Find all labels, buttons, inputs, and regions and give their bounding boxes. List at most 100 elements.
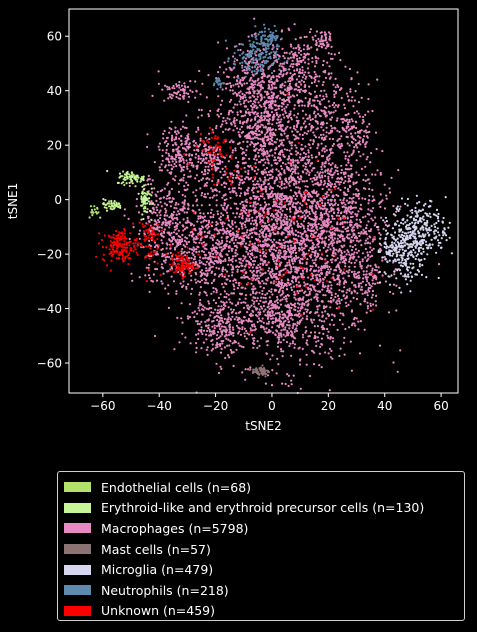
data-point	[378, 202, 381, 205]
data-point	[224, 209, 227, 212]
data-point	[346, 288, 349, 291]
data-point	[166, 214, 169, 217]
data-point	[256, 83, 259, 87]
data-point	[362, 273, 365, 276]
data-point	[259, 254, 262, 257]
data-point	[260, 207, 263, 210]
data-point	[347, 250, 350, 254]
data-point	[327, 73, 330, 76]
data-point	[329, 248, 332, 251]
data-point	[242, 140, 245, 143]
data-point	[164, 258, 167, 262]
data-point	[199, 233, 202, 236]
data-point	[270, 83, 273, 87]
data-point	[275, 108, 278, 111]
data-point	[267, 229, 270, 233]
data-point	[367, 83, 370, 86]
data-point	[323, 327, 326, 331]
data-point	[381, 259, 384, 262]
data-point	[336, 328, 339, 331]
data-point	[352, 206, 356, 209]
data-point	[381, 150, 384, 153]
data-point	[281, 75, 284, 78]
data-point	[218, 66, 221, 69]
data-point	[290, 168, 293, 171]
data-point	[299, 210, 302, 213]
data-point	[299, 178, 302, 181]
data-point	[280, 203, 283, 206]
data-point	[301, 262, 304, 265]
data-point	[317, 245, 320, 248]
data-point	[276, 60, 279, 64]
data-point	[264, 108, 267, 111]
data-point	[315, 106, 318, 109]
data-point	[232, 129, 235, 132]
data-point	[333, 278, 336, 282]
data-point	[341, 290, 344, 293]
data-point	[326, 265, 329, 269]
data-point	[366, 307, 369, 310]
data-point	[198, 293, 201, 296]
data-point	[186, 211, 189, 214]
data-point	[253, 90, 256, 93]
data-point	[231, 257, 234, 260]
data-point	[164, 211, 167, 214]
data-point	[355, 159, 358, 162]
data-point	[164, 221, 168, 224]
data-point	[266, 313, 269, 316]
data-point	[334, 252, 337, 255]
data-point	[336, 240, 339, 243]
data-point	[167, 164, 170, 167]
data-point	[276, 257, 279, 261]
data-point	[223, 290, 226, 293]
data-point	[261, 234, 264, 237]
data-point	[285, 186, 288, 189]
data-point	[245, 198, 248, 201]
data-point	[293, 168, 296, 171]
data-point	[283, 246, 286, 249]
data-point	[278, 205, 281, 209]
data-point	[203, 215, 206, 218]
data-point	[298, 207, 301, 210]
data-point	[309, 265, 312, 268]
data-point	[219, 261, 222, 265]
data-point	[266, 92, 269, 95]
data-point	[273, 83, 276, 86]
data-point	[368, 123, 371, 126]
data-point	[338, 240, 341, 243]
data-point	[352, 318, 356, 321]
data-point	[192, 253, 195, 257]
data-point	[313, 269, 316, 272]
data-point	[215, 247, 219, 250]
data-point	[277, 174, 280, 177]
data-point	[319, 233, 322, 236]
data-point	[272, 258, 275, 261]
data-point	[309, 118, 312, 122]
data-point	[168, 200, 171, 203]
data-point	[368, 182, 371, 185]
data-point	[310, 227, 313, 230]
data-point	[248, 165, 251, 168]
data-point	[319, 94, 322, 97]
data-point	[248, 113, 252, 117]
data-point	[336, 144, 339, 147]
data-point	[294, 159, 297, 162]
data-point	[307, 149, 310, 152]
data-point	[138, 276, 141, 279]
data-point	[308, 292, 311, 295]
data-point	[291, 275, 295, 278]
data-point	[262, 310, 265, 313]
data-point	[325, 95, 328, 98]
data-point	[261, 280, 264, 283]
data-point	[350, 270, 354, 273]
data-point	[184, 195, 187, 198]
data-point	[308, 99, 311, 103]
data-point	[298, 90, 301, 94]
data-point	[200, 273, 204, 276]
data-point	[219, 228, 222, 231]
data-point	[319, 176, 322, 179]
data-point	[253, 124, 257, 127]
data-point	[229, 109, 233, 112]
data-point	[264, 255, 267, 258]
data-point	[236, 253, 239, 256]
